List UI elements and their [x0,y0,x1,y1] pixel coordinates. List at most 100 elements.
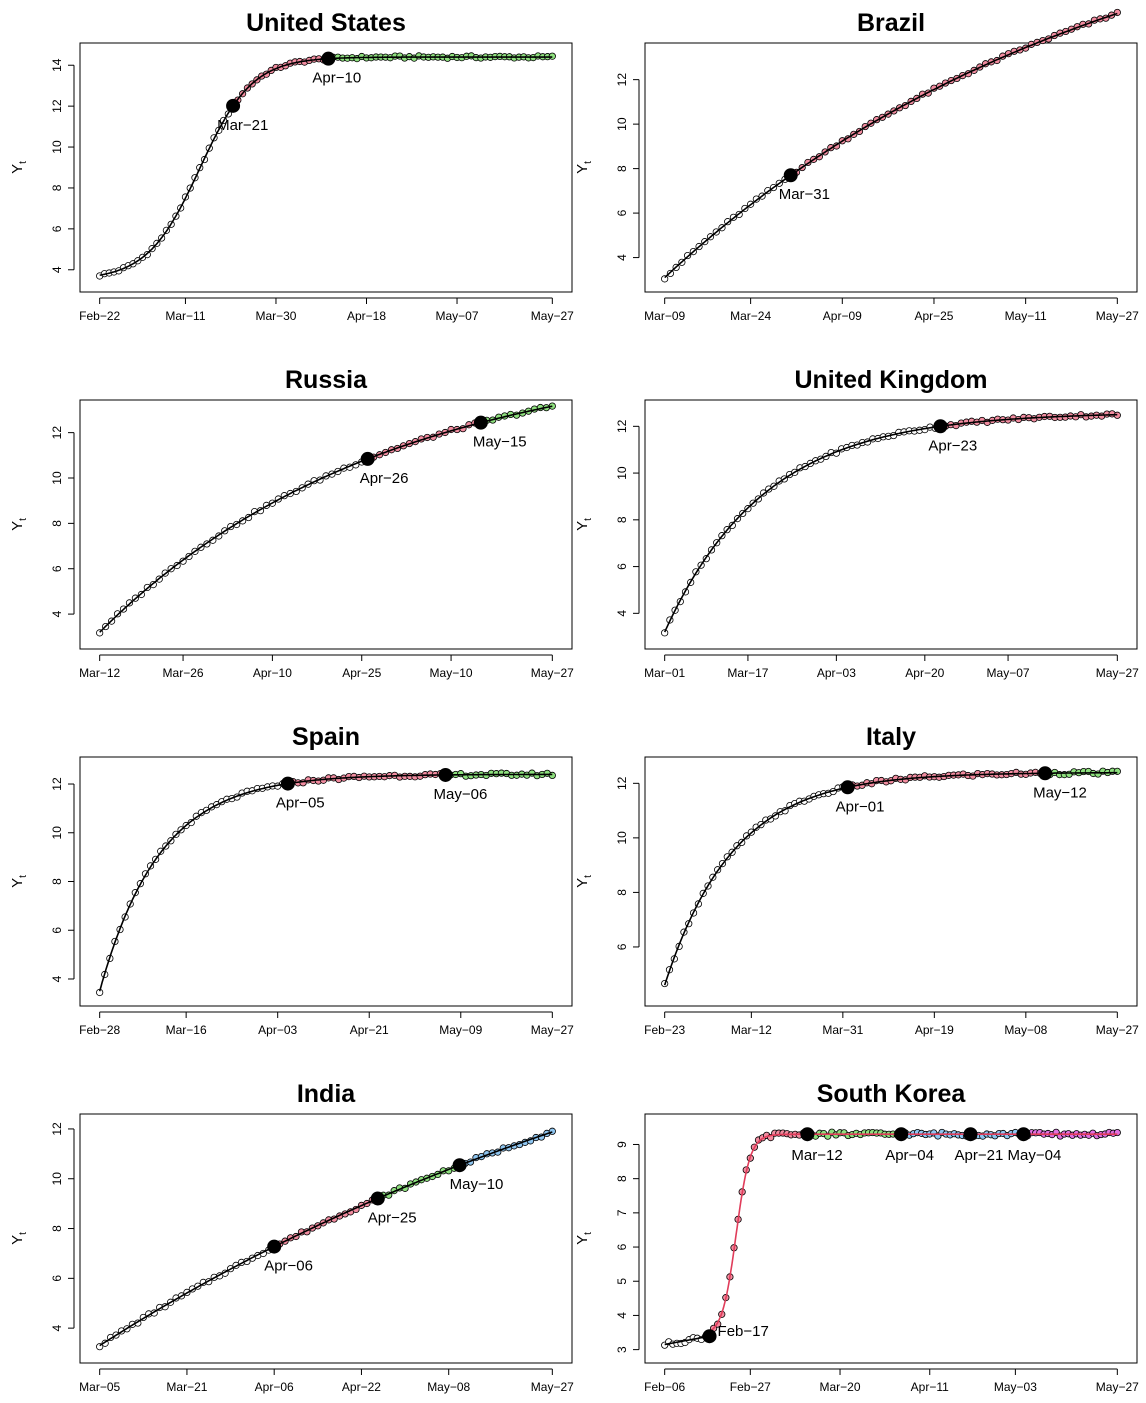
y-tick-label: 8 [615,1175,629,1182]
y-tick-label: 8 [615,516,629,523]
breakpoint-label: May−10 [450,1176,504,1193]
y-tick-label: 12 [615,73,629,87]
x-tick-label: Apr−22 [342,1380,381,1394]
breakpoint-marker [267,1239,282,1254]
breakpoint-marker [452,1158,467,1173]
plot-frame [79,756,573,1007]
plot-frame [644,1113,1138,1364]
y-axis-label: Yt [9,875,29,888]
y-tick-label: 8 [50,1225,64,1232]
panel-united-states: United States Feb−22 Mar−11 Mar−30 Apr−18 May… [9,9,574,323]
y-tick-label: 4 [615,1312,629,1319]
x-tick-label: Mar−20 [820,1380,861,1394]
x-tick-label: Apr−03 [258,1023,297,1037]
breakpoint-label: Apr−26 [360,470,409,487]
y-tick-label: 3 [615,1346,629,1353]
fitted-curve [663,771,1118,986]
breakpoint-marker [473,415,488,430]
breakpoint-marker [360,451,375,466]
y-tick-label: 10 [615,117,629,131]
x-tick-label: Apr−21 [350,1023,389,1037]
x-tick-label: May−27 [1096,666,1139,680]
breakpoint-label: May−06 [434,786,488,803]
x-tick-label: May−27 [1096,1380,1139,1394]
data-point [187,818,195,827]
data-point [143,250,151,259]
fitted-curve [664,12,1118,279]
breakpoint-marker [1016,1127,1031,1142]
x-tick-label: Mar−31 [822,1023,863,1037]
plot-frame [79,1113,573,1364]
x-tick-label: Mar−17 [727,666,768,680]
panel-russia: Russia Mar−12 Mar−26 Apr−10 Apr−25 May−10 May−… [9,366,574,680]
y-tick-label: 6 [615,563,629,570]
x-tick-label: May−27 [531,1380,574,1394]
breakpoint-label: Mar−21 [217,117,268,134]
x-tick-label: Apr−25 [914,309,953,323]
breakpoint-label: Apr−05 [276,795,325,812]
x-tick-label: May−09 [439,1023,482,1037]
y-tick-label: 8 [50,878,64,885]
y-tick-label: 6 [615,209,629,216]
panel-india: India Mar−05 Mar−21 Apr−06 Apr−22 May−08 May−2… [9,1080,574,1394]
y-tick-label: 12 [615,776,629,790]
y-tick-label: 10 [50,826,64,840]
fitted-curve-initial [664,1335,710,1346]
breakpoint-label: Apr−04 [885,1147,934,1164]
y-axis-label: Yt [9,1232,29,1245]
plot-frame [79,399,573,650]
x-tick-label: Mar−01 [644,666,685,680]
x-tick-label: Apr−25 [342,666,381,680]
y-tick-label: 4 [50,1324,64,1331]
y-tick-label: 4 [50,610,64,617]
panel-spain: Spain Feb−28 Mar−16 Apr−03 Apr−21 May−09 May−2… [9,723,574,1037]
fitted-curve [98,773,553,992]
y-tick-label: 4 [50,975,64,982]
y-tick-label: 4 [50,266,64,273]
y-axis-label: Yt [574,518,594,531]
y-tick-label: 8 [615,889,629,896]
breakpoint-label: Apr−01 [836,798,885,815]
y-tick-label: 12 [615,419,629,433]
fitted-curve [708,1133,1118,1337]
y-tick-label: 5 [615,1278,629,1285]
x-tick-label: Apr−20 [905,666,944,680]
x-tick-label: Mar−09 [644,309,685,323]
data-point [548,52,556,60]
panel-south-korea: South Korea Feb−06 Feb−27 Mar−20 Apr−11 May−0… [574,1080,1139,1394]
x-tick-label: Mar−12 [731,1023,772,1037]
breakpoint-marker [933,419,948,434]
y-axis-label: Yt [574,875,594,888]
x-tick-label: Feb−23 [644,1023,685,1037]
x-tick-label: Feb−28 [79,1023,120,1037]
x-tick-label: Apr−06 [255,1380,294,1394]
y-tick-label: 12 [50,1122,64,1136]
x-tick-label: May−08 [1004,1023,1047,1037]
y-axis-label: Yt [9,518,29,531]
fitted-curve [99,1131,553,1347]
y-tick-label: 10 [50,1172,64,1186]
panel-italy: Italy Feb−23 Mar−12 Mar−31 Apr−19 May−08 May−2… [574,723,1139,1037]
chart-title: Spain [292,723,360,751]
breakpoint-marker [894,1127,909,1142]
chart-title: India [297,1080,356,1108]
panel-brazil: Brazil Mar−09 Mar−24 Apr−09 Apr−25 May−11 May−… [574,8,1139,323]
breakpoint-label: May−15 [473,434,527,451]
x-tick-label: May−27 [531,666,574,680]
x-tick-label: Mar−24 [730,309,771,323]
breakpoint-marker [321,51,336,66]
breakpoint-marker [226,98,241,113]
data-point [742,832,751,840]
y-tick-label: 12 [50,99,64,113]
y-tick-label: 8 [50,520,64,527]
chart-title: Italy [866,723,916,751]
plot-frame [79,42,573,293]
y-tick-label: 8 [50,184,64,191]
breakpoint-label: Mar−12 [791,1147,842,1164]
y-tick-label: 12 [50,777,64,791]
breakpoint-label: May−12 [1033,784,1087,801]
y-tick-label: 12 [50,426,64,440]
plot-frame [644,42,1138,293]
x-tick-label: Mar−12 [79,666,120,680]
